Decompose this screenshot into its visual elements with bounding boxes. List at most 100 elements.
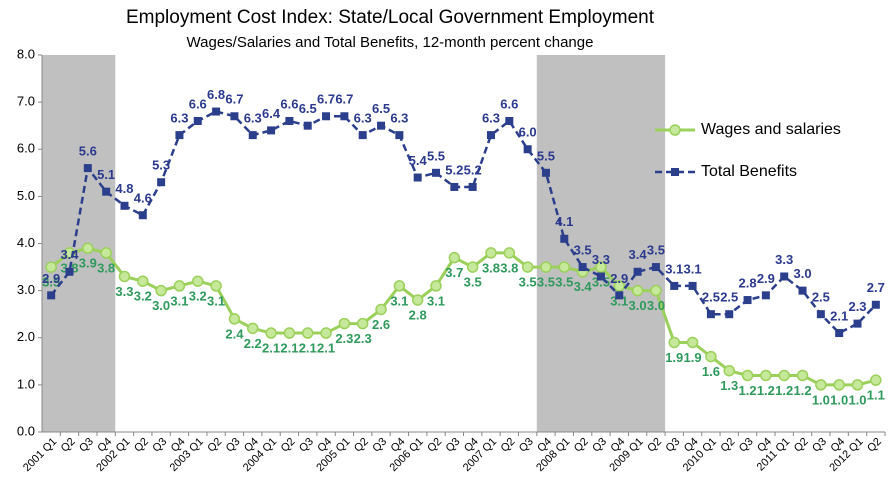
marker <box>118 270 131 283</box>
marker <box>340 112 349 121</box>
marker <box>778 369 790 382</box>
value-label: 3.5 <box>537 275 555 290</box>
series-line <box>50 246 877 387</box>
value-label: 4.1 <box>555 214 573 229</box>
value-label: 3.5 <box>647 243 665 258</box>
y-tick-label: 8.0 <box>17 46 35 61</box>
marker <box>651 263 660 272</box>
value-label: 3.4 <box>574 279 593 294</box>
value-label: 2.6 <box>372 317 390 332</box>
value-label: 1.2 <box>775 383 793 398</box>
marker <box>82 242 94 254</box>
marker <box>175 131 184 140</box>
x-tick-label: 2001 Q1 <box>21 436 59 474</box>
marker <box>356 317 369 330</box>
value-label: 3.5 <box>555 275 573 290</box>
y-tick-label: 5.0 <box>17 188 35 203</box>
marker <box>853 319 862 328</box>
x-tick-label: Q3 <box>737 436 756 455</box>
marker <box>83 164 92 173</box>
value-label: 2.1 <box>280 340 298 355</box>
value-label: 2.8 <box>409 307 427 322</box>
value-label: 2.5 <box>812 290 830 305</box>
marker <box>541 168 550 177</box>
marker <box>358 131 367 140</box>
value-label: 5.6 <box>79 144 97 159</box>
marker <box>558 261 571 273</box>
value-label: 1.3 <box>720 378 738 393</box>
x-tick-label: Q3 <box>590 436 609 455</box>
marker <box>411 294 424 306</box>
marker <box>578 263 587 272</box>
value-label: 3.1 <box>665 261 683 276</box>
x-tick-label: Q3 <box>150 436 169 455</box>
value-label: 1.2 <box>757 383 775 398</box>
value-label: 1.9 <box>665 350 683 365</box>
marker <box>448 251 461 264</box>
marker <box>560 234 569 243</box>
marker <box>375 303 387 316</box>
series-line <box>50 110 877 335</box>
x-tick-label: Q2 <box>352 436 371 455</box>
marker <box>230 112 239 121</box>
value-label: 3.3 <box>115 284 133 299</box>
value-label: 2.1 <box>830 308 848 323</box>
y-tick-label: 4.0 <box>17 235 35 250</box>
value-label: 5.4 <box>409 153 428 168</box>
value-label: 6.3 <box>390 111 408 126</box>
y-tick-label: 0.0 <box>17 423 35 438</box>
value-label: 3.5 <box>464 275 482 290</box>
legend-label: Wages and salaries <box>701 121 841 138</box>
marker <box>686 336 699 349</box>
marker <box>192 275 204 287</box>
value-label: 2.1 <box>299 340 317 355</box>
value-label: 2.8 <box>739 275 757 290</box>
marker <box>466 261 479 273</box>
marker <box>816 310 825 319</box>
value-label: 4.6 <box>134 191 152 206</box>
marker <box>833 379 845 391</box>
marker <box>247 322 259 335</box>
x-tick-label: Q2 <box>792 436 811 455</box>
marker <box>871 300 880 309</box>
x-tick-label: Q3 <box>517 436 536 455</box>
marker <box>102 187 111 196</box>
value-label: 1.1 <box>867 388 885 403</box>
value-label: 3.8 <box>482 260 500 275</box>
marker <box>798 286 807 295</box>
marker <box>65 267 74 276</box>
value-label: 1.0 <box>830 392 848 407</box>
value-label: 3.5 <box>592 275 610 290</box>
value-label: 3.2 <box>189 289 207 304</box>
value-label: 6.7 <box>225 92 243 107</box>
value-label: 3.1 <box>170 293 188 308</box>
value-label: 2.1 <box>317 340 335 355</box>
marker <box>393 280 406 292</box>
marker <box>285 116 294 125</box>
value-label: 1.0 <box>812 392 830 407</box>
marker <box>486 131 495 140</box>
marker <box>228 313 241 325</box>
legend-marker <box>669 124 681 136</box>
value-label: 3.3 <box>775 252 793 267</box>
marker <box>650 284 662 297</box>
value-label: 3.1 <box>610 293 628 308</box>
marker <box>377 121 386 130</box>
marker <box>633 267 642 276</box>
value-label: 2.9 <box>42 271 60 286</box>
value-label: 6.6 <box>500 96 518 111</box>
y-tick-label: 1.0 <box>17 376 35 391</box>
marker <box>741 369 754 382</box>
marker <box>723 364 735 377</box>
marker <box>505 116 514 125</box>
marker <box>521 261 534 273</box>
marker <box>631 284 644 297</box>
value-label: 3.5 <box>42 275 60 290</box>
value-label: 5.2 <box>464 162 482 177</box>
chart-subtitle: Wages/Salaries and Total Benefits, 12-mo… <box>187 34 594 51</box>
value-label: 1.2 <box>793 383 811 398</box>
value-label: 2.5 <box>702 290 720 305</box>
marker <box>47 291 56 300</box>
value-label: 3.5 <box>574 243 592 258</box>
